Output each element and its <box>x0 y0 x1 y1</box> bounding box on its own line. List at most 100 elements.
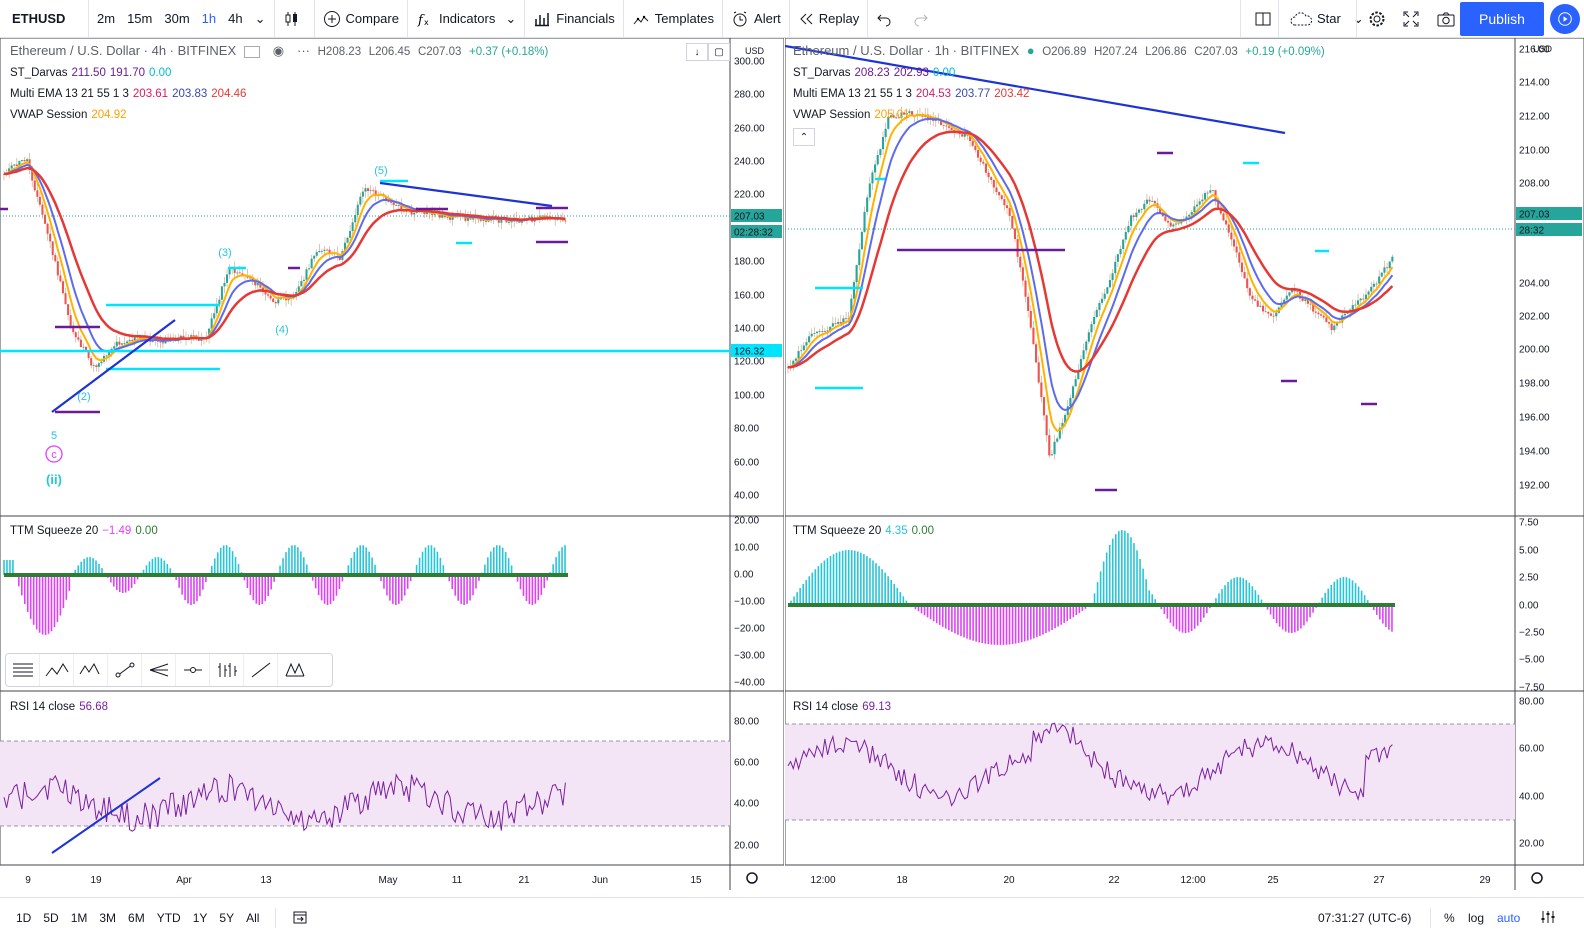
settings-button[interactable] <box>1360 0 1399 38</box>
pitchfork-icon[interactable] <box>142 654 176 686</box>
range-ytd[interactable]: YTD <box>156 911 181 925</box>
left-eye-icon[interactable]: ◉ <box>272 43 285 58</box>
save-layout-button[interactable]: Star ⌄ <box>1282 0 1372 38</box>
right-candle <box>1301 298 1304 301</box>
interval-1h[interactable]: 1h <box>201 11 217 26</box>
right-candle <box>826 330 829 332</box>
goto-date-button[interactable] <box>286 909 314 928</box>
fib-levels-icon[interactable] <box>6 654 40 686</box>
undo-button[interactable] <box>868 0 905 38</box>
interval-4h[interactable]: 4h <box>228 11 243 26</box>
right-candle <box>1335 322 1338 326</box>
right-candle <box>1264 311 1267 313</box>
right-ema-legend[interactable]: Multi EMA 13 21 55 1 3 204.53 203.77 203.42 <box>793 87 1033 101</box>
indicators-chevron-icon[interactable]: ⌄ <box>505 10 517 26</box>
left-ema-legend[interactable]: Multi EMA 13 21 55 1 3 203.61 203.83 204.46 <box>10 87 250 101</box>
left-scroll-down-icon[interactable]: ↓ <box>686 43 708 61</box>
left-rsi-legend[interactable]: RSI 14 close 56.68 <box>10 700 112 714</box>
right-candle <box>871 172 874 184</box>
percent-scale-toggle[interactable]: % <box>1444 911 1455 925</box>
right-candle <box>1148 199 1151 202</box>
chart-properties-button[interactable] <box>1534 909 1562 928</box>
right-candle <box>1011 215 1014 229</box>
log-scale-toggle[interactable]: log <box>1468 911 1485 925</box>
range-5y[interactable]: 5Y <box>219 911 235 925</box>
right-st-darvas-legend[interactable]: ST_Darvas 208.23 202.93 0.00 <box>793 66 959 80</box>
interval-30m[interactable]: 30m <box>164 11 190 26</box>
layout-chevron-icon[interactable]: ⌄ <box>1352 10 1364 26</box>
redo-button[interactable] <box>905 0 942 38</box>
right-vwap-legend[interactable]: VWAP Session 205.01 <box>793 108 914 122</box>
range-5d[interactable]: 5D <box>43 911 59 925</box>
abcd-pattern-icon[interactable] <box>40 654 74 686</box>
right-candle <box>1090 324 1093 333</box>
fullscreen-button[interactable] <box>1394 0 1433 38</box>
publish-button[interactable]: Publish <box>1460 2 1544 36</box>
elliott-wave-icon[interactable] <box>74 654 108 686</box>
auto-scale-toggle[interactable]: auto <box>1497 911 1521 925</box>
interval-15m[interactable]: 15m <box>127 11 153 26</box>
rewind-icon <box>800 13 813 24</box>
right-ema-v3: 203.42 <box>994 88 1030 100</box>
chart-type-button[interactable] <box>275 0 314 38</box>
left-chart-canvas[interactable]: 300.00 280.00 260.00 240.00 220.00 207.03 02:2… <box>0 38 784 890</box>
left-ema-v3: 204.46 <box>211 88 247 100</box>
right-candle <box>1196 204 1199 207</box>
xabcd-pattern-icon[interactable] <box>278 654 312 686</box>
left-st-darvas-legend[interactable]: ST_Darvas 211.50 191.70 0.00 <box>10 66 175 80</box>
left-title[interactable]: Ethereum / U.S. Dollar · 4h · BITFINEX <box>10 43 237 58</box>
left-maximize-icon[interactable]: ▢ <box>708 43 730 61</box>
left-more-icon[interactable]: ··· <box>297 43 310 58</box>
replay-button[interactable]: Replay <box>790 0 867 38</box>
symbol-search[interactable]: ETHUSD <box>12 11 66 26</box>
trend-line-icon[interactable] <box>108 654 142 686</box>
left-candle <box>20 159 23 161</box>
left-darvas-name: ST_Darvas <box>10 67 68 79</box>
range-6m[interactable]: 6M <box>128 911 145 925</box>
redo-icon <box>914 14 928 26</box>
templates-button[interactable]: Templates <box>624 0 722 38</box>
right-candle <box>823 331 827 332</box>
clock[interactable]: 07:31:27 (UTC-6) <box>1318 911 1412 925</box>
horizontal-ray-icon[interactable] <box>176 654 210 686</box>
interval-dropdown-chevron-icon[interactable]: ⌄ <box>254 10 266 26</box>
range-all[interactable]: All <box>246 911 260 925</box>
right-price-tick-3: 210.00 <box>1519 146 1550 157</box>
left-ttm-legend[interactable]: TTM Squeeze 20 −1.49 0.00 <box>10 524 162 538</box>
snapshot-button[interactable] <box>1428 0 1469 38</box>
right-chart-canvas[interactable]: 216.00 214.00 212.00 210.00 208.00 207.03 28:3… <box>785 38 1584 890</box>
ohlc-bars-icon[interactable] <box>210 654 244 686</box>
right-candle <box>1362 298 1365 300</box>
ray-line-icon[interactable] <box>244 654 278 686</box>
financials-button[interactable]: Financials <box>525 0 623 38</box>
right-candle <box>1071 386 1075 399</box>
range-3m[interactable]: 3M <box>99 911 117 925</box>
right-rsi-legend[interactable]: RSI 14 close 69.13 <box>793 700 895 714</box>
right-axis-settings-gear-icon[interactable] <box>1531 872 1543 884</box>
left-vwap-legend[interactable]: VWAP Session 204.92 <box>10 108 131 122</box>
indicators-button[interactable]: f x Indicators ⌄ <box>408 0 524 38</box>
right-price-tick-2: 212.00 <box>1519 112 1550 123</box>
left-candle <box>77 337 80 340</box>
left-pane-frame-0 <box>0 38 784 517</box>
play-button[interactable] <box>1550 4 1580 34</box>
right-collapse-legend-icon[interactable]: ⌃ <box>793 128 815 146</box>
right-candle <box>1016 239 1019 257</box>
left-chart-pane[interactable]: 300.00 280.00 260.00 240.00 220.00 207.03 02:2… <box>0 38 784 890</box>
interval-2m[interactable]: 2m <box>97 11 116 26</box>
range-1m[interactable]: 1M <box>70 911 88 925</box>
compare-button[interactable]: Compare <box>315 0 407 38</box>
left-axis-settings-gear-icon[interactable] <box>746 872 758 884</box>
right-title[interactable]: Ethereum / U.S. Dollar · 1h · BITFINEX <box>793 43 1020 58</box>
range-1y[interactable]: 1Y <box>192 911 208 925</box>
right-ttm-legend[interactable]: TTM Squeeze 20 4.35 0.00 <box>793 524 938 538</box>
right-price-tick-4: 208.00 <box>1519 179 1550 190</box>
layout-button[interactable] <box>1246 0 1285 38</box>
alert-button[interactable]: Alert <box>723 0 789 38</box>
range-1d[interactable]: 1D <box>16 911 32 925</box>
left-flag-icon[interactable] <box>243 45 260 58</box>
right-candle <box>884 128 887 138</box>
left-candle <box>328 249 331 254</box>
right-candle <box>976 150 980 158</box>
right-chart-pane[interactable]: 216.00 214.00 212.00 210.00 208.00 207.03 28:3… <box>785 38 1584 890</box>
